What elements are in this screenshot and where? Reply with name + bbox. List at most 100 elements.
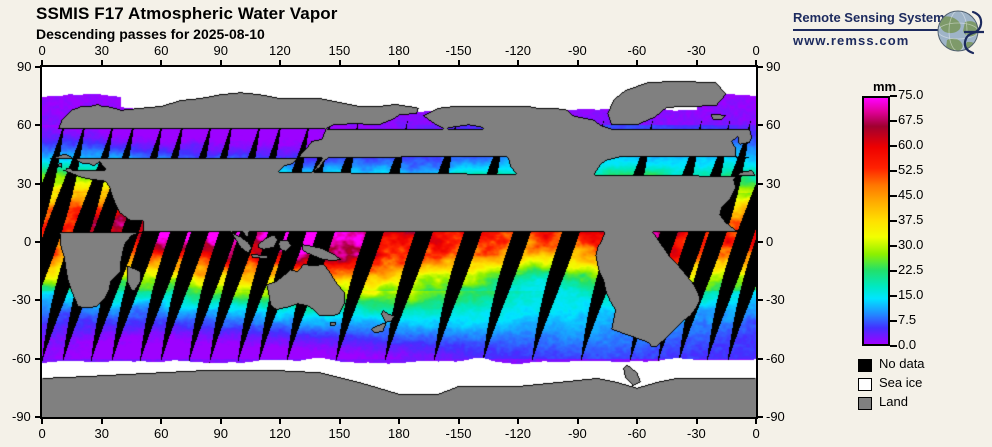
- colorbar-tick-mark: [890, 245, 897, 247]
- x-tick-mark: [755, 60, 757, 67]
- x-tick-mark: [100, 60, 103, 67]
- y-tick-mark: [756, 241, 763, 243]
- y-tick-mark: [35, 416, 42, 418]
- legend-swatch-no-data: [858, 359, 872, 372]
- x-tick-mark: [41, 417, 43, 424]
- y-tick-mark: [756, 124, 763, 127]
- x-axis-label: 30: [94, 426, 109, 441]
- x-tick-mark: [160, 417, 162, 424]
- colorbar-tick-mark: [890, 220, 897, 222]
- y-axis-label: -90: [12, 409, 31, 424]
- colorbar-tick-label: 75.0: [898, 87, 924, 102]
- map-plot-area[interactable]: [40, 65, 758, 419]
- colorbar-tick-label: 15.0: [898, 287, 924, 302]
- y-axis-label: 0: [766, 234, 774, 249]
- y-tick-mark: [756, 182, 763, 185]
- x-axis-label: -90: [568, 43, 587, 58]
- colorbar-unit-label: mm: [873, 79, 897, 94]
- colorbar-tick-mark: [890, 270, 897, 272]
- colorbar-tick-mark: [890, 320, 897, 322]
- logo-divider: [793, 29, 941, 31]
- colorbar-tick-mark: [890, 295, 897, 297]
- y-axis-label: -90: [766, 409, 785, 424]
- colorbar-gradient: [864, 98, 888, 344]
- y-axis-label: -30: [766, 292, 785, 308]
- x-tick-mark: [636, 417, 638, 424]
- page-subtitle: Descending passes for 2025-08-10: [36, 26, 265, 42]
- x-tick-mark: [100, 417, 103, 424]
- x-axis-label: 90: [213, 426, 228, 441]
- x-axis-label: 150: [328, 426, 351, 441]
- colorbar-tick-label: 60.0: [898, 137, 924, 152]
- colorbar-tick-mark: [890, 120, 897, 122]
- colorbar-tick-mark: [890, 145, 897, 147]
- x-tick-mark: [457, 60, 460, 67]
- x-axis-label: -120: [505, 43, 532, 58]
- x-axis-label: -90: [568, 426, 587, 441]
- colorbar-tick-label: 7.5: [898, 312, 917, 327]
- x-tick-mark: [338, 417, 341, 424]
- remss-logo[interactable]: Remote Sensing Systems www.remss.com: [793, 10, 988, 60]
- y-tick-mark: [35, 182, 42, 185]
- colorbar-tick-mark: [890, 345, 897, 347]
- x-axis-label: 30: [94, 43, 109, 58]
- x-axis-label: 120: [269, 426, 291, 441]
- y-tick-mark: [756, 299, 763, 302]
- x-axis-label: 0: [38, 426, 46, 441]
- x-axis-label: 180: [388, 426, 410, 441]
- colorbar-tick-label: 37.5: [898, 212, 924, 227]
- x-tick-mark: [576, 60, 579, 67]
- logo-company-name: Remote Sensing Systems: [793, 10, 952, 25]
- colorbar-tick-mark: [890, 195, 897, 197]
- colorbar-tick-label: 30.0: [898, 237, 924, 252]
- y-axis-label: 90: [766, 59, 781, 74]
- y-axis-label: 30: [766, 175, 781, 191]
- x-tick-mark: [338, 60, 341, 67]
- x-tick-mark: [457, 417, 460, 424]
- x-tick-mark: [160, 60, 162, 67]
- logo-website: www.remss.com: [793, 33, 910, 48]
- colorbar[interactable]: [862, 96, 890, 346]
- x-tick-mark: [279, 417, 281, 424]
- x-tick-mark: [41, 60, 43, 67]
- x-tick-mark: [517, 417, 519, 424]
- x-tick-mark: [636, 60, 638, 67]
- x-axis-label: 0: [752, 43, 760, 58]
- y-tick-mark: [756, 357, 763, 360]
- x-axis-label: 150: [328, 43, 351, 58]
- legend-swatch-land: [858, 397, 872, 410]
- x-tick-mark: [219, 60, 222, 67]
- x-tick-mark: [755, 417, 757, 424]
- x-axis-label: -30: [687, 426, 706, 441]
- colorbar-tick-mark: [890, 95, 897, 97]
- x-axis-label: 60: [154, 43, 169, 58]
- x-axis-label: -60: [627, 43, 647, 58]
- x-tick-mark: [219, 417, 222, 424]
- page-title: SSMIS F17 Atmospheric Water Vapor: [36, 4, 338, 23]
- water-vapor-heatmap: [42, 67, 756, 417]
- x-axis-label: 180: [388, 43, 410, 58]
- x-tick-mark: [695, 60, 698, 67]
- colorbar-tick-label: 0.0: [898, 337, 917, 352]
- y-axis-label: 90: [17, 59, 32, 74]
- x-axis-label: 120: [269, 43, 291, 58]
- x-axis-label: 90: [213, 43, 228, 58]
- x-axis-label: 0: [38, 43, 46, 58]
- x-tick-mark: [279, 60, 281, 67]
- y-axis-label: 30: [17, 175, 32, 191]
- y-axis-label: -30: [12, 292, 31, 308]
- x-axis-label: -120: [505, 426, 532, 441]
- colorbar-tick-label: 67.5: [898, 112, 924, 127]
- y-tick-mark: [35, 357, 42, 360]
- y-tick-mark: [35, 66, 42, 68]
- x-tick-mark: [695, 417, 698, 424]
- colorbar-tick-label: 22.5: [898, 262, 924, 277]
- legend-label: No data: [879, 356, 925, 371]
- colorbar-tick-mark: [890, 170, 897, 172]
- legend-label: Sea ice: [879, 375, 923, 390]
- legend-label: Land: [879, 394, 908, 409]
- y-tick-mark: [35, 124, 42, 127]
- y-axis-label: 60: [766, 117, 781, 133]
- y-tick-mark: [756, 66, 763, 68]
